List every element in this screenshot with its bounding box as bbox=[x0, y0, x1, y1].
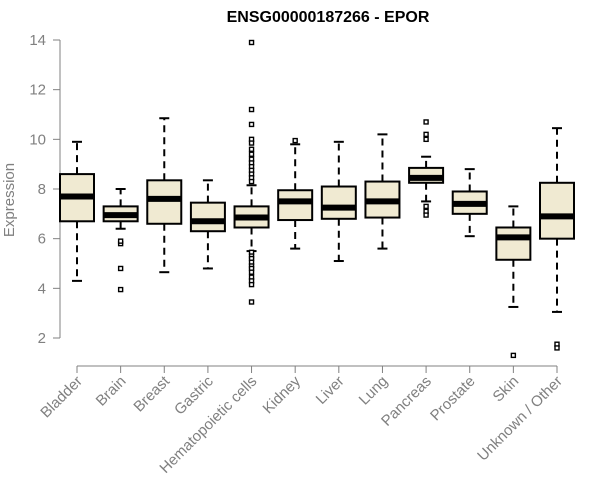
outlier-point bbox=[423, 212, 429, 218]
box-skin bbox=[495, 205, 532, 359]
outlier-point bbox=[510, 352, 517, 359]
x-tick-label: Bladder bbox=[37, 373, 86, 422]
box-breast bbox=[146, 117, 183, 274]
outlier-point bbox=[423, 136, 429, 143]
x-tick-label: Skin bbox=[490, 373, 523, 406]
box-brain bbox=[102, 188, 139, 293]
outlier-point bbox=[248, 151, 255, 157]
outlier-point bbox=[117, 265, 124, 272]
outlier-point bbox=[423, 203, 429, 210]
chart-title: ENSG00000187266 - EPOR bbox=[227, 9, 430, 26]
outlier-point bbox=[248, 299, 255, 305]
outlier-point bbox=[554, 345, 560, 351]
outlier-point bbox=[248, 269, 255, 275]
iqr-box bbox=[539, 181, 575, 240]
box-prostate bbox=[451, 168, 488, 238]
y-tick-label: 6 bbox=[38, 231, 46, 248]
x-tick-label: Lung bbox=[356, 373, 392, 409]
iqr-box bbox=[495, 226, 532, 261]
box-liver bbox=[320, 140, 357, 263]
box-kidney bbox=[277, 137, 314, 250]
outlier-point bbox=[117, 286, 124, 293]
y-tick-label: 8 bbox=[38, 181, 46, 198]
box-hematopoietic-cells bbox=[233, 39, 270, 305]
outlier-point bbox=[248, 281, 255, 288]
y-axis: 2 4 6 8 10 12 14 bbox=[29, 32, 61, 347]
y-tick-label: 2 bbox=[38, 330, 46, 347]
outlier-point bbox=[117, 238, 124, 244]
x-tick-label: Liver bbox=[313, 373, 348, 408]
x-tick-label: Brain bbox=[93, 373, 130, 410]
y-tick-label: 14 bbox=[29, 32, 46, 49]
box-unknown-other bbox=[539, 127, 575, 351]
y-axis-label: Expression bbox=[1, 163, 18, 237]
outlier-point bbox=[248, 140, 255, 146]
box-bladder bbox=[59, 140, 95, 282]
outlier-point bbox=[248, 39, 255, 46]
iqr-box bbox=[189, 201, 226, 233]
outlier-point bbox=[248, 178, 255, 185]
x-tick-label: Kidney bbox=[260, 372, 305, 417]
iqr-box bbox=[320, 185, 357, 220]
y-tick-label: 12 bbox=[29, 82, 46, 99]
outlier-point bbox=[423, 131, 429, 138]
boxplot-series bbox=[59, 39, 575, 359]
outlier-point bbox=[248, 146, 255, 152]
iqr-box bbox=[277, 189, 314, 222]
box-gastric bbox=[189, 179, 226, 270]
box-lung bbox=[364, 133, 401, 250]
x-tick-label: Prostate bbox=[427, 373, 479, 425]
x-tick-label: Breast bbox=[130, 372, 173, 415]
y-tick-label: 4 bbox=[38, 280, 46, 297]
y-tick-label: 10 bbox=[29, 131, 46, 148]
outlier-point bbox=[248, 121, 255, 128]
outlier-point bbox=[423, 119, 429, 125]
outlier-point bbox=[292, 137, 298, 144]
iqr-box bbox=[146, 179, 183, 225]
outlier-point bbox=[248, 106, 255, 113]
box-pancreas bbox=[408, 119, 445, 218]
